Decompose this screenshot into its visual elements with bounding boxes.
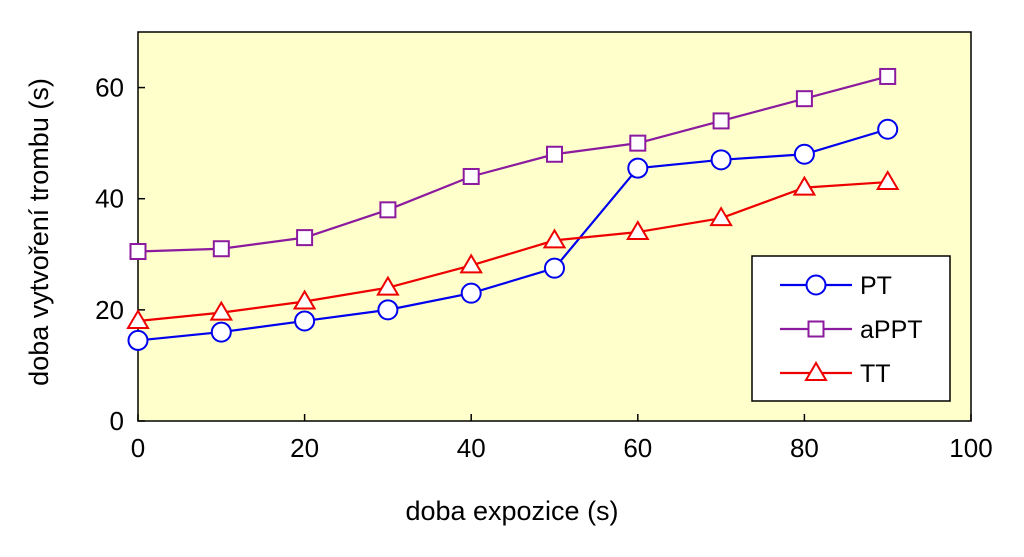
x-tick-label: 20	[290, 433, 319, 463]
data-point-pt	[544, 257, 565, 279]
legend-item-appt: aPPT	[780, 316, 923, 344]
data-point-tt	[709, 206, 733, 227]
data-point-appt	[629, 134, 647, 152]
data-point-appt	[379, 201, 397, 219]
data-point-tt	[126, 308, 150, 329]
data-point-tt	[626, 220, 650, 241]
data-point-appt	[462, 167, 480, 185]
y-tick-label: 60	[95, 73, 124, 103]
data-point-tt	[542, 228, 567, 249]
data-point-pt	[793, 143, 815, 165]
data-point-tt	[209, 300, 234, 321]
y-axis-title: doba vytvoření trombu (s)	[24, 78, 54, 386]
data-point-pt	[127, 329, 149, 351]
series-line-tt	[137, 180, 888, 323]
data-point-pt	[627, 157, 649, 179]
legend-label-tt: TT	[860, 360, 891, 388]
data-point-tt	[292, 289, 317, 310]
data-point-pt	[460, 282, 482, 304]
legend-marker-pt	[805, 274, 827, 296]
data-point-appt	[546, 145, 563, 163]
data-point-appt	[212, 240, 230, 258]
series-line-appt	[137, 75, 888, 253]
series-pt	[127, 118, 899, 351]
legend: PT aPPT TT	[751, 255, 951, 402]
data-point-pt	[210, 321, 232, 343]
legend-marker-tt	[804, 361, 828, 381]
series-tt	[126, 170, 900, 329]
x-tick-label: 80	[790, 433, 819, 463]
y-tick-label: 40	[95, 184, 124, 214]
data-point-pt	[710, 149, 732, 171]
data-point-appt	[712, 112, 730, 130]
data-point-pt	[377, 299, 399, 321]
y-tick-label: 20	[95, 295, 124, 325]
data-point-tt	[875, 170, 900, 191]
series-line-pt	[137, 128, 889, 342]
x-tick-label: 40	[457, 433, 486, 463]
data-point-appt	[879, 67, 897, 85]
x-tick-label: 0	[131, 433, 145, 463]
series-layer	[126, 67, 900, 351]
data-point-tt	[459, 253, 483, 274]
data-point-tt	[792, 175, 817, 196]
legend-label-appt: aPPT	[860, 316, 923, 344]
data-point-tt	[376, 275, 400, 296]
x-tick-label: 60	[623, 433, 652, 463]
y-tick-label: 0	[110, 406, 124, 436]
data-point-appt	[129, 243, 147, 261]
legend-item-pt: PT	[780, 272, 892, 300]
x-tick-label: 100	[949, 433, 992, 463]
legend-marker-appt	[807, 320, 825, 338]
data-point-pt	[877, 118, 899, 140]
legend-item-tt: TT	[780, 360, 891, 388]
data-point-appt	[296, 229, 314, 247]
x-axis-title: doba expozice (s)	[405, 496, 618, 526]
data-point-pt	[294, 310, 316, 332]
legend-items: PT aPPT TT	[780, 272, 923, 388]
axis-ticks: 0 20 40 60 80 100 0 20 40 60	[95, 73, 993, 463]
legend-label-pt: PT	[860, 272, 892, 300]
data-point-appt	[795, 90, 813, 108]
series-appt	[129, 67, 897, 261]
